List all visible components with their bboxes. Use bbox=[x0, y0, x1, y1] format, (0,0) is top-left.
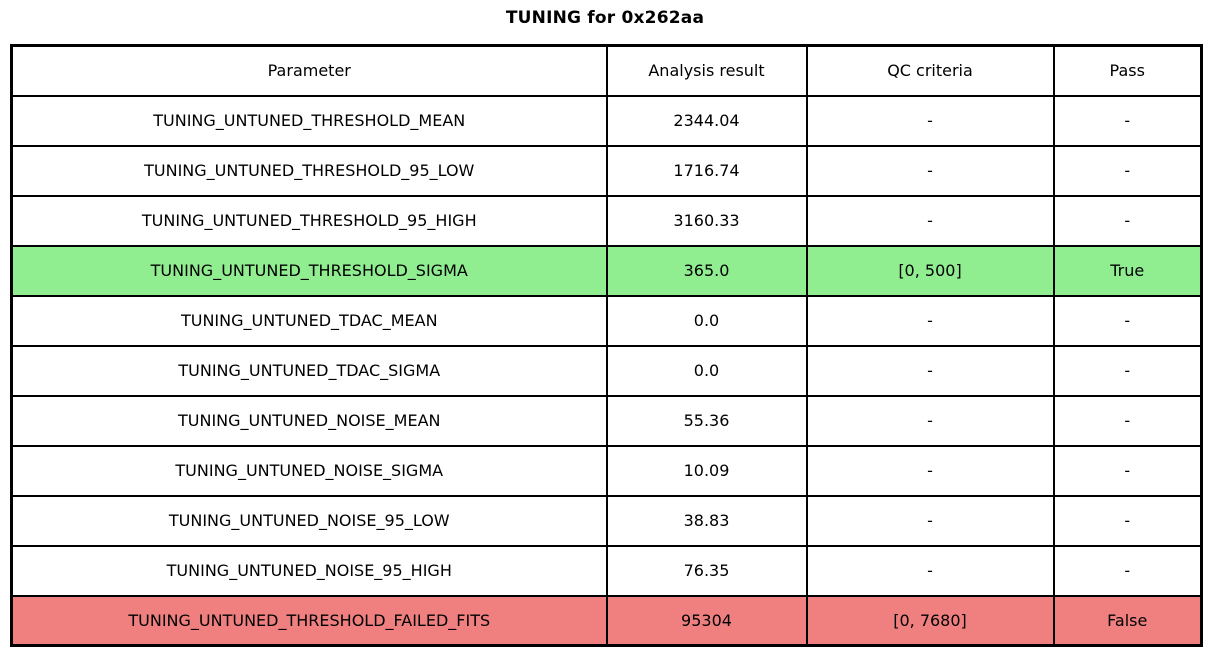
cell-analysis-result: 10.09 bbox=[605, 444, 808, 497]
cell-pass: True bbox=[1052, 244, 1203, 297]
table-row: TUNING_UNTUNED_NOISE_95_HIGH 76.35 - - bbox=[10, 544, 1203, 597]
cell-parameter: TUNING_UNTUNED_THRESHOLD_95_HIGH bbox=[10, 194, 608, 247]
cell-parameter: TUNING_UNTUNED_THRESHOLD_SIGMA bbox=[10, 244, 608, 297]
table-header-row: Parameter Analysis result QC criteria Pa… bbox=[10, 44, 1203, 97]
table-row: TUNING_UNTUNED_THRESHOLD_95_HIGH 3160.33… bbox=[10, 194, 1203, 247]
table-row: TUNING_UNTUNED_THRESHOLD_95_LOW 1716.74 … bbox=[10, 144, 1203, 197]
cell-parameter: TUNING_UNTUNED_THRESHOLD_95_LOW bbox=[10, 144, 608, 197]
cell-qc-criteria: - bbox=[805, 294, 1055, 347]
page-title: TUNING for 0x262aa bbox=[505, 8, 705, 28]
table-row-pass: TUNING_UNTUNED_THRESHOLD_SIGMA 365.0 [0,… bbox=[10, 244, 1203, 297]
cell-qc-criteria: - bbox=[805, 544, 1055, 597]
cell-analysis-result: 1716.74 bbox=[605, 144, 808, 197]
cell-analysis-result: 95304 bbox=[605, 594, 808, 647]
cell-parameter: TUNING_UNTUNED_TDAC_MEAN bbox=[10, 294, 608, 347]
table-row: TUNING_UNTUNED_TDAC_MEAN 0.0 - - bbox=[10, 294, 1203, 347]
table-row: TUNING_UNTUNED_TDAC_SIGMA 0.0 - - bbox=[10, 344, 1203, 397]
cell-qc-criteria: - bbox=[805, 94, 1055, 147]
cell-pass: - bbox=[1052, 494, 1203, 547]
table-row: TUNING_UNTUNED_THRESHOLD_MEAN 2344.04 - … bbox=[10, 94, 1203, 147]
cell-pass: - bbox=[1052, 344, 1203, 397]
cell-qc-criteria: - bbox=[805, 144, 1055, 197]
table-row: TUNING_UNTUNED_NOISE_SIGMA 10.09 - - bbox=[10, 444, 1203, 497]
cell-analysis-result: 38.83 bbox=[605, 494, 808, 547]
table-row: TUNING_UNTUNED_NOISE_MEAN 55.36 - - bbox=[10, 394, 1203, 447]
cell-qc-criteria: - bbox=[805, 444, 1055, 497]
cell-pass: - bbox=[1052, 144, 1203, 197]
cell-pass: - bbox=[1052, 544, 1203, 597]
cell-analysis-result: 55.36 bbox=[605, 394, 808, 447]
qc-results-table: Parameter Analysis result QC criteria Pa… bbox=[10, 44, 1203, 647]
cell-parameter: TUNING_UNTUNED_NOISE_SIGMA bbox=[10, 444, 608, 497]
cell-parameter: TUNING_UNTUNED_NOISE_MEAN bbox=[10, 394, 608, 447]
cell-qc-criteria: - bbox=[805, 494, 1055, 547]
cell-qc-criteria: [0, 7680] bbox=[805, 594, 1055, 647]
cell-pass: - bbox=[1052, 294, 1203, 347]
cell-qc-criteria: - bbox=[805, 394, 1055, 447]
cell-analysis-result: 0.0 bbox=[605, 294, 808, 347]
cell-parameter: TUNING_UNTUNED_TDAC_SIGMA bbox=[10, 344, 608, 397]
cell-parameter: TUNING_UNTUNED_THRESHOLD_FAILED_FITS bbox=[10, 594, 608, 647]
column-header-analysis-result: Analysis result bbox=[605, 44, 808, 97]
column-header-qc-criteria: QC criteria bbox=[805, 44, 1055, 97]
cell-analysis-result: 0.0 bbox=[605, 344, 808, 397]
cell-analysis-result: 3160.33 bbox=[605, 194, 808, 247]
cell-qc-criteria: - bbox=[805, 344, 1055, 397]
cell-pass: False bbox=[1052, 594, 1203, 647]
cell-analysis-result: 76.35 bbox=[605, 544, 808, 597]
cell-parameter: TUNING_UNTUNED_NOISE_95_HIGH bbox=[10, 544, 608, 597]
cell-qc-criteria: [0, 500] bbox=[805, 244, 1055, 297]
cell-parameter: TUNING_UNTUNED_NOISE_95_LOW bbox=[10, 494, 608, 547]
cell-pass: - bbox=[1052, 194, 1203, 247]
cell-qc-criteria: - bbox=[805, 194, 1055, 247]
cell-pass: - bbox=[1052, 394, 1203, 447]
column-header-parameter: Parameter bbox=[10, 44, 608, 97]
table-row-fail: TUNING_UNTUNED_THRESHOLD_FAILED_FITS 953… bbox=[10, 594, 1203, 647]
table-row: TUNING_UNTUNED_NOISE_95_LOW 38.83 - - bbox=[10, 494, 1203, 547]
cell-parameter: TUNING_UNTUNED_THRESHOLD_MEAN bbox=[10, 94, 608, 147]
cell-analysis-result: 2344.04 bbox=[605, 94, 808, 147]
column-header-pass: Pass bbox=[1052, 44, 1203, 97]
cell-analysis-result: 365.0 bbox=[605, 244, 808, 297]
cell-pass: - bbox=[1052, 94, 1203, 147]
cell-pass: - bbox=[1052, 444, 1203, 497]
